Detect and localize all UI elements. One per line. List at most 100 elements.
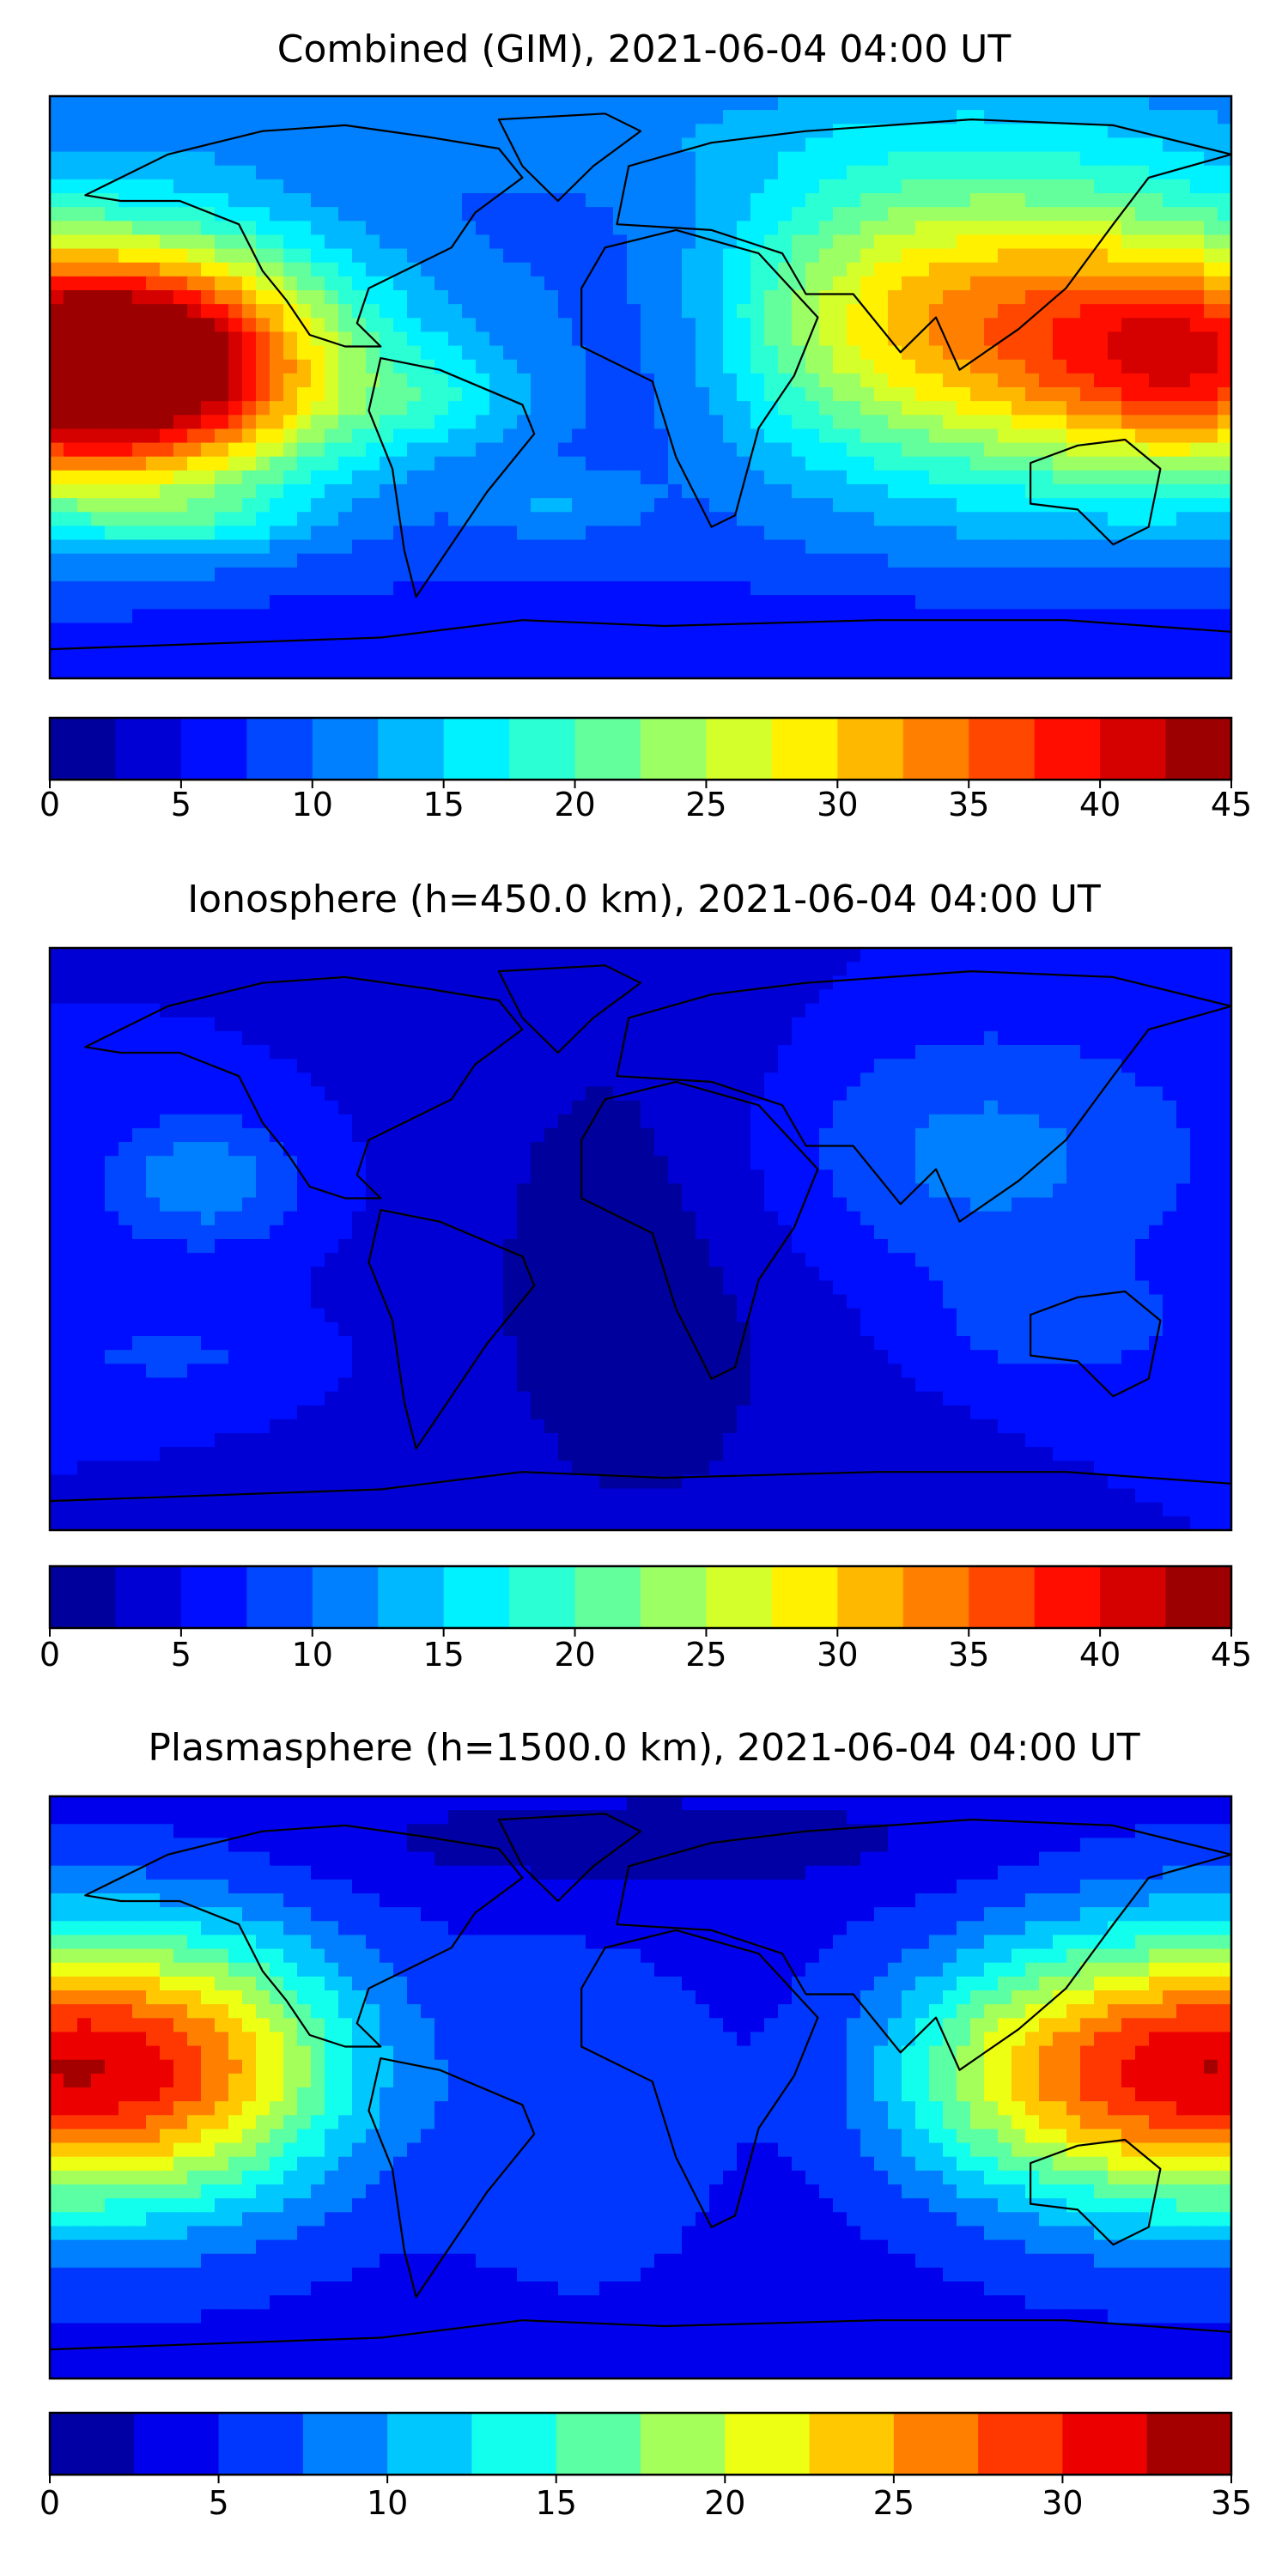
coastline (368, 2057, 536, 2299)
colorbar-segment (471, 2413, 557, 2475)
colorbar-segment (837, 718, 904, 780)
colorbar-tick-label: 20 (704, 2484, 745, 2522)
colorbar-tick-label: 5 (171, 786, 191, 823)
map-field-3 (50, 1796, 1232, 2379)
colorbar-tick-label: 5 (171, 1636, 191, 1674)
colorbar-segment (246, 718, 313, 780)
colorbar-tick-label: 30 (1042, 2484, 1083, 2522)
colorbar-segment (725, 2413, 811, 2475)
coastlines-1 (49, 112, 1233, 651)
colorbar-tick-label: 0 (39, 2484, 60, 2522)
colorbar-tick-label: 40 (1079, 1636, 1121, 1674)
map-frame-3 (48, 1795, 1233, 2380)
colorbar-segment (180, 1566, 247, 1628)
colorbar-segment (115, 1566, 182, 1628)
coastline (84, 1824, 524, 2048)
coastline (616, 1819, 1233, 2071)
colorbar-tick-label: 15 (536, 2484, 577, 2522)
colorbar-tick-label: 20 (554, 1636, 595, 1674)
map-frame-2 (48, 946, 1233, 1532)
colorbar-segment (641, 2413, 726, 2475)
colorbar-segment (134, 2413, 220, 2475)
colorbar-tick-label: 25 (685, 786, 726, 823)
colorbar-segment (771, 1566, 838, 1628)
colorbar-segment (1165, 1566, 1232, 1628)
colorbar-segment (378, 718, 445, 780)
coastline (580, 1080, 819, 1380)
colorbar-tick-label: 20 (554, 786, 595, 823)
coastline (84, 124, 524, 348)
colorbar-segment (771, 718, 838, 780)
colorbar-segment (1034, 718, 1101, 780)
colorbar-segment (312, 718, 379, 780)
colorbar-tick-label: 45 (1211, 1636, 1252, 1674)
colorbar-segment (706, 1566, 773, 1628)
coastline (580, 228, 819, 528)
colorbar-segment (902, 1566, 969, 1628)
colorbar-segment (837, 1566, 904, 1628)
coastline (49, 619, 1232, 651)
coastline (497, 1813, 642, 1903)
colorbar-tick-label: 35 (1211, 2484, 1252, 2522)
coastline (49, 1471, 1232, 1503)
coastline (580, 1929, 819, 2228)
colorbar-segment (50, 2413, 135, 2475)
colorbar-segment (574, 1566, 641, 1628)
colorbar-segment (50, 718, 116, 780)
coastline (1029, 1290, 1162, 1398)
colorbar-tick-label: 5 (208, 2484, 228, 2522)
colorbar-segment (978, 2413, 1063, 2475)
coastline (368, 1208, 536, 1450)
colorbar-segment (1062, 2413, 1148, 2475)
colorbar-segment (893, 2413, 979, 2475)
colorbar-segment (969, 1566, 1036, 1628)
colorbar-segment (969, 718, 1036, 780)
colorbar-segment (302, 2413, 388, 2475)
colorbar-segment (378, 1566, 445, 1628)
map-field-1 (50, 96, 1232, 679)
coastline (1029, 438, 1162, 546)
colorbar-tick-label: 30 (817, 1636, 858, 1674)
colorbar-segment (115, 718, 182, 780)
coastline (368, 357, 536, 598)
panel-title-2: Ionosphere (h=450.0 km), 2021-06-04 04:0… (187, 878, 1101, 921)
panel-title-1: Combined (GIM), 2021-06-04 04:00 UT (277, 27, 1012, 71)
coastlines-3 (49, 1813, 1233, 2351)
colorbar-segment (218, 2413, 304, 2475)
colorbar-tick-label: 10 (367, 2484, 408, 2522)
colorbar-tick-label: 45 (1211, 786, 1252, 823)
colorbar-segment (641, 718, 707, 780)
coastline (497, 112, 642, 203)
colorbar-tick-label: 35 (948, 1636, 989, 1674)
panel-title-3: Plasmasphere (h=1500.0 km), 2021-06-04 0… (148, 1726, 1139, 1770)
colorbar-3: 0 5 10 15 20 25 30 35 (39, 2411, 1252, 2522)
colorbar-tick-label: 0 (39, 786, 60, 823)
colorbar-segment (1146, 2413, 1232, 2475)
colorbar-segment (641, 1566, 707, 1628)
coastline (84, 975, 524, 1200)
colorbar-segment (1100, 718, 1167, 780)
colorbar-tick-label: 15 (422, 786, 464, 823)
colorbar-segment (246, 1566, 313, 1628)
colorbar-tick-label: 15 (422, 1636, 464, 1674)
coastline (497, 964, 642, 1054)
colorbar-segment (1165, 718, 1232, 780)
colorbar-segment (180, 718, 247, 780)
colorbar-tick-label: 35 (948, 786, 989, 823)
colorbar-segment (574, 718, 641, 780)
colorbar-1: 0 5 10 15 20 25 30 35 40 45 (39, 716, 1252, 823)
colorbar-segment (1034, 1566, 1101, 1628)
colorbar-tick-label: 25 (873, 2484, 914, 2522)
colorbar-segment (809, 2413, 895, 2475)
colorbar-tick-label: 0 (39, 1636, 60, 1674)
colorbar-segment (556, 2413, 641, 2475)
coastline (1029, 2138, 1162, 2246)
colorbar-segment (509, 1566, 576, 1628)
coastline (49, 2319, 1232, 2351)
colorbar-segment (509, 718, 576, 780)
map-field-2 (50, 948, 1232, 1531)
coastline (616, 118, 1233, 371)
colorbar-segment (902, 718, 969, 780)
coastlines-2 (49, 964, 1233, 1503)
